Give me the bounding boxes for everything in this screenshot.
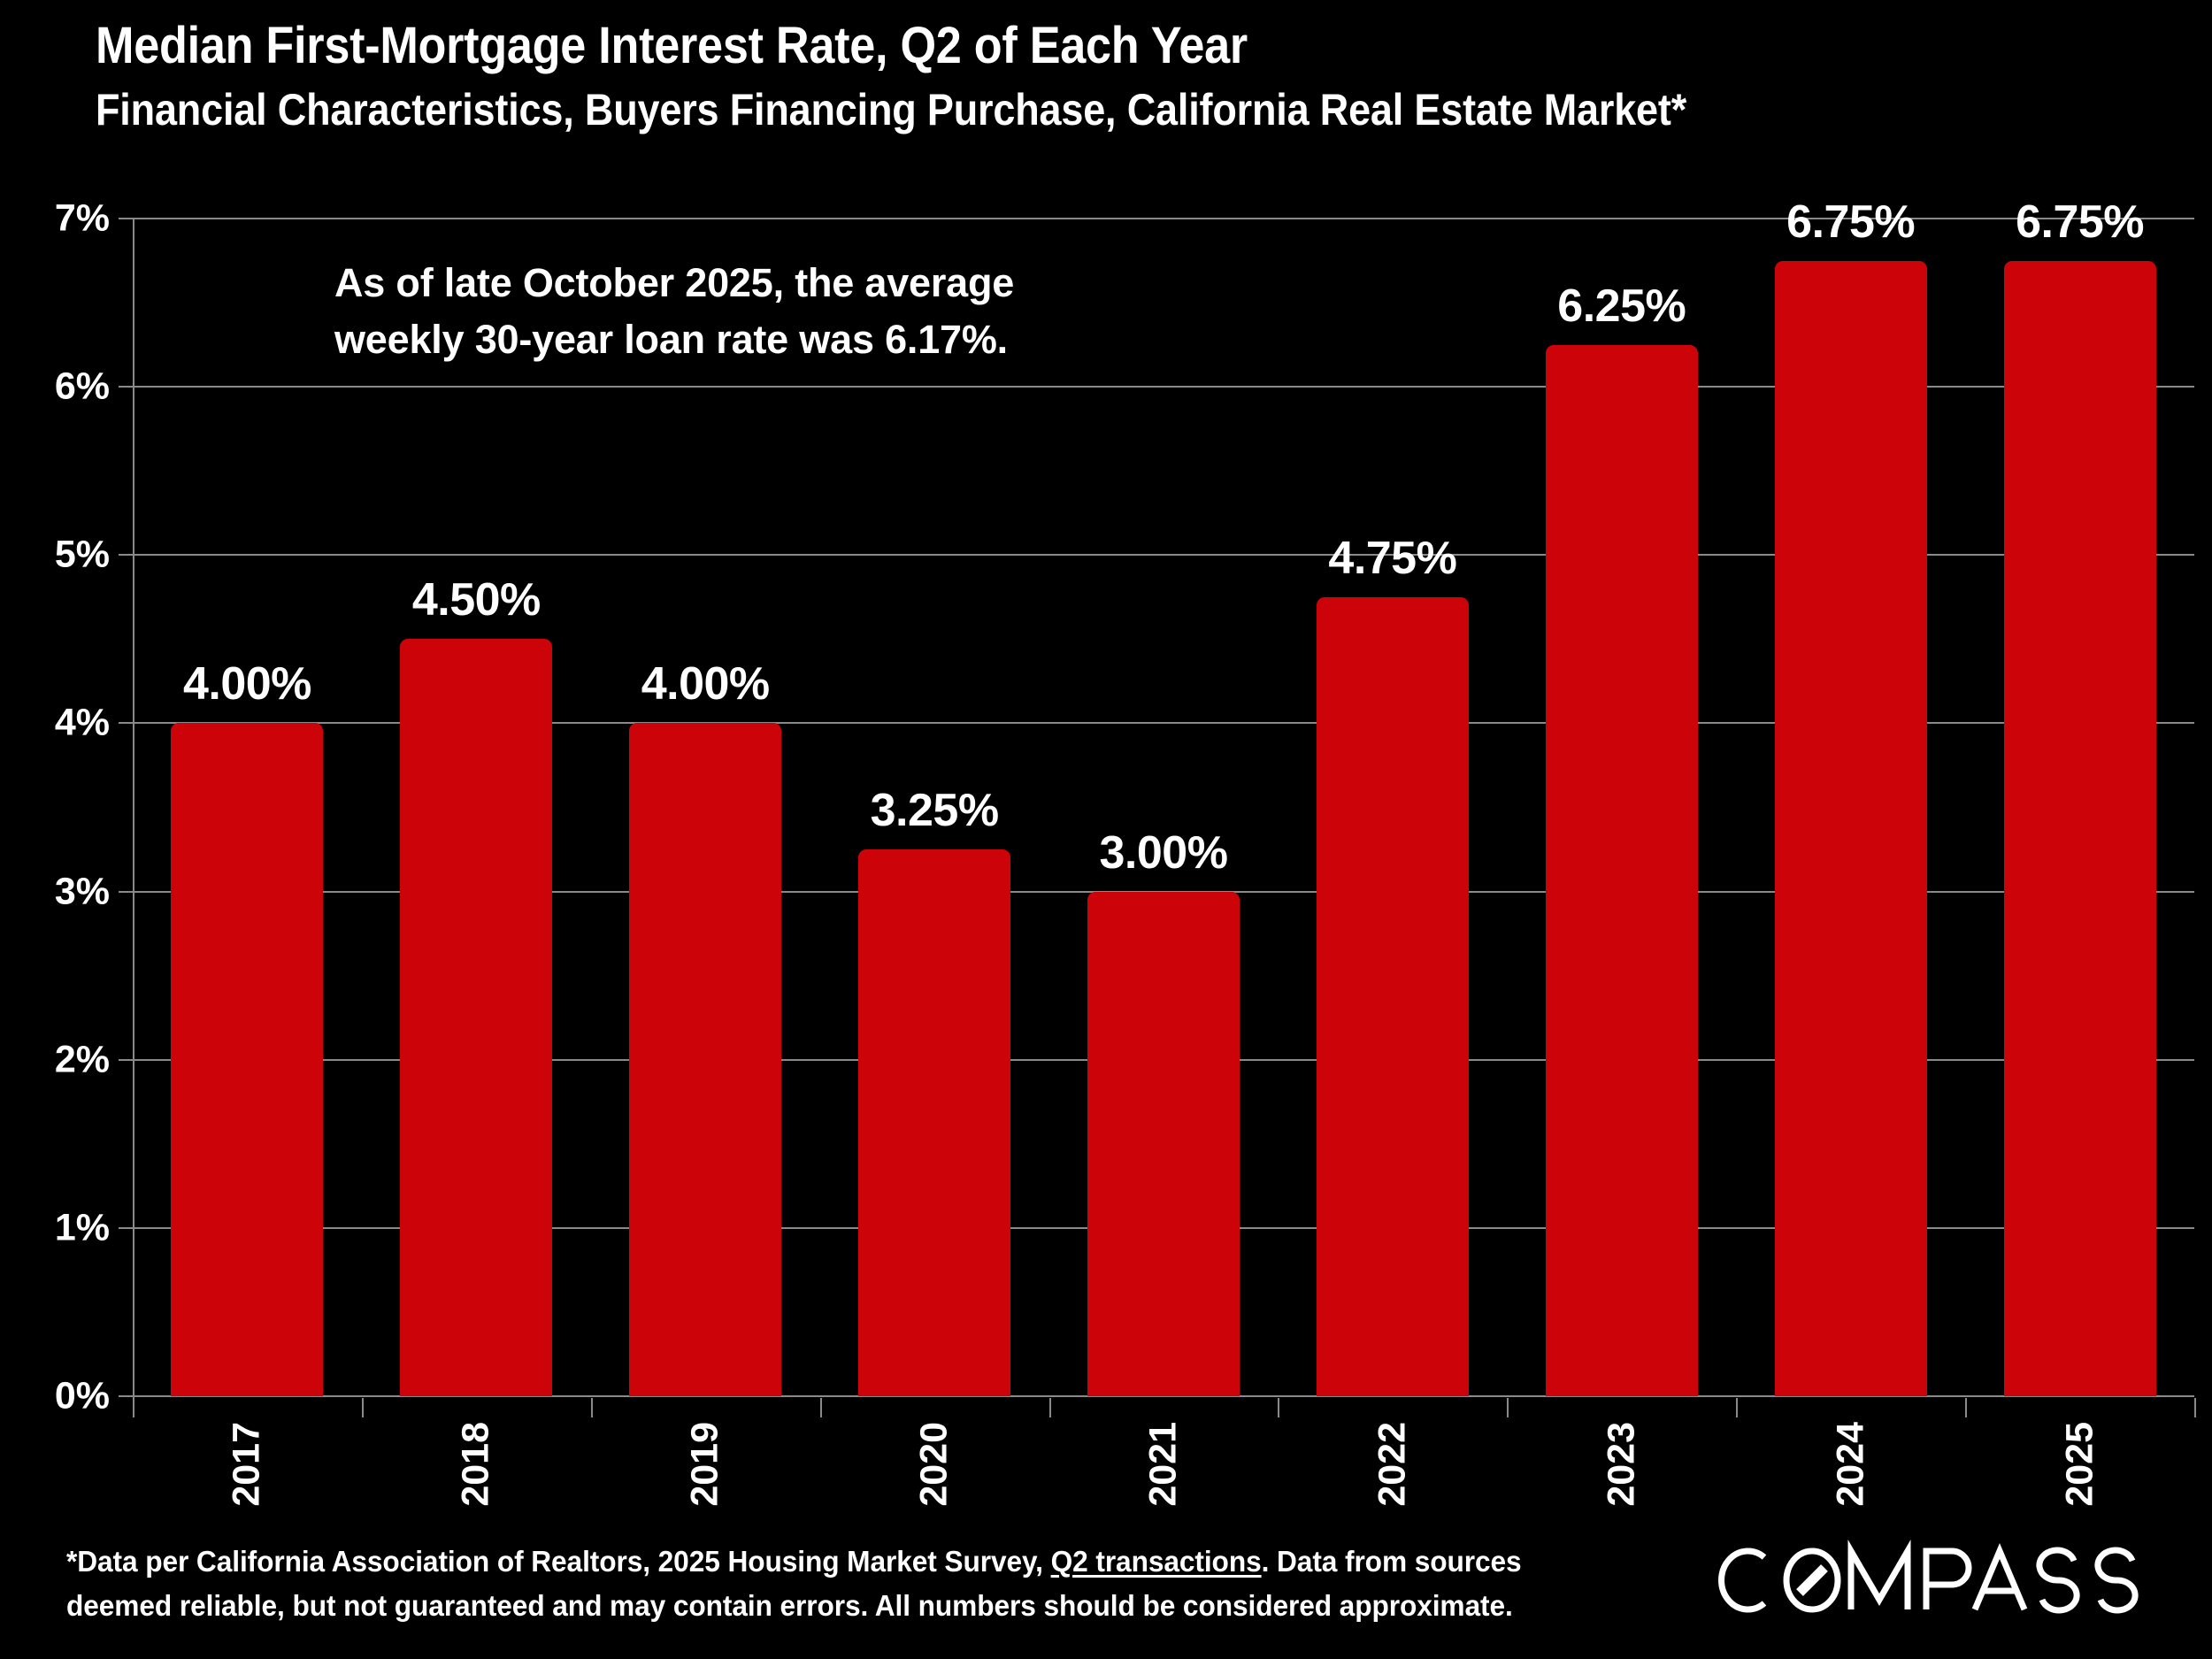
x-axis-tick bbox=[1048, 1398, 1051, 1417]
y-axis-tick bbox=[119, 1395, 133, 1397]
footnote-underlined-term: Q2 transactions bbox=[1050, 1545, 1262, 1578]
bar-value-label: 3.25% bbox=[870, 785, 999, 837]
footnote-line2: deemed reliable, but not guaranteed and … bbox=[66, 1589, 1513, 1623]
y-axis-label: 0% bbox=[54, 1374, 110, 1417]
gridline bbox=[133, 722, 2194, 725]
x-axis-label-text: 2019 bbox=[683, 1422, 726, 1507]
x-axis-tick bbox=[590, 1398, 593, 1417]
y-axis-label: 4% bbox=[54, 701, 110, 744]
y-axis-tick bbox=[119, 386, 133, 388]
y-axis-line bbox=[133, 219, 134, 1398]
chart-annotation: As of late October 2025, the average wee… bbox=[334, 255, 1014, 368]
bar-group: 6.25% bbox=[1507, 219, 1736, 1396]
x-axis-tick bbox=[1736, 1398, 1739, 1417]
gridline bbox=[133, 218, 2194, 219]
bar[interactable] bbox=[858, 849, 1011, 1396]
y-axis-label: 6% bbox=[54, 365, 110, 408]
y-axis-label: 3% bbox=[54, 870, 110, 913]
x-axis-tick bbox=[361, 1398, 364, 1417]
bar-value-label: 4.75% bbox=[1328, 532, 1457, 584]
gridline bbox=[133, 386, 2194, 388]
bar-group: 4.50% bbox=[362, 219, 591, 1396]
x-axis-tick bbox=[1278, 1398, 1280, 1417]
bar[interactable] bbox=[1774, 260, 1927, 1396]
title-block: Median First-Mortgage Interest Rate, Q2 … bbox=[96, 16, 2131, 137]
y-axis-tick bbox=[119, 554, 133, 557]
x-axis-label-text: 2023 bbox=[1600, 1422, 1643, 1507]
bar[interactable] bbox=[1316, 596, 1469, 1396]
gridline bbox=[133, 1395, 2194, 1397]
y-axis-tick bbox=[119, 1226, 133, 1229]
annotation-line-2: weekly 30-year loan rate was 6.17%. bbox=[334, 316, 1008, 362]
x-axis-label-text: 2021 bbox=[1141, 1422, 1185, 1507]
bar-group: 3.00% bbox=[1049, 219, 1279, 1396]
footnote-line1-pre: *Data per California Association of Real… bbox=[66, 1545, 1051, 1578]
x-axis-label-text: 2025 bbox=[2058, 1422, 2101, 1507]
bar-value-label: 4.50% bbox=[411, 574, 541, 626]
page-title: Median First-Mortgage Interest Rate, Q2 … bbox=[96, 17, 1248, 74]
bar-group: 4.00% bbox=[591, 219, 820, 1396]
y-axis-tick bbox=[119, 890, 133, 893]
bar-group: 6.75% bbox=[1965, 196, 2194, 1396]
y-axis-tick bbox=[119, 1058, 133, 1061]
footnote: *Data per California Association of Real… bbox=[66, 1540, 1562, 1628]
x-axis-label-text: 2022 bbox=[1371, 1422, 1414, 1507]
bar-value-label: 6.25% bbox=[1557, 280, 1686, 332]
y-axis-label: 1% bbox=[54, 1206, 110, 1249]
y-axis-label: 5% bbox=[54, 533, 110, 576]
compass-wordmark-icon bbox=[1718, 1540, 2139, 1614]
bar[interactable] bbox=[400, 639, 553, 1396]
x-axis-tick bbox=[1965, 1398, 1968, 1417]
x-axis-label-text: 2020 bbox=[912, 1422, 956, 1507]
x-axis-label-2023: 2023 bbox=[1595, 1422, 1648, 1581]
bar-value-label: 3.00% bbox=[1099, 826, 1228, 879]
x-axis-tick bbox=[133, 1398, 134, 1417]
bar[interactable] bbox=[1087, 891, 1240, 1396]
x-axis-tick bbox=[1507, 1398, 1509, 1417]
plot-area: 0% 1% 2% 3% 4% 5% 6% 7% 4.00% 4.50% 4.00% 3.25% 3.0… bbox=[55, 196, 2196, 1507]
bar-group: 4.75% bbox=[1278, 219, 1507, 1396]
bar-value-label: 4.00% bbox=[641, 658, 770, 710]
bar-group: 4.00% bbox=[133, 219, 362, 1396]
gridline bbox=[133, 890, 2194, 893]
bar-value-label: 6.75% bbox=[2016, 196, 2145, 248]
bar[interactable] bbox=[171, 723, 324, 1396]
x-axis-label-text: 2024 bbox=[1829, 1422, 1872, 1507]
y-axis-label: 2% bbox=[54, 1038, 110, 1081]
chart-subtitle: Financial Characteristics, Buyers Financ… bbox=[96, 85, 1687, 135]
bar-group: 6.75% bbox=[1736, 196, 1965, 1396]
bar-value-label: 4.00% bbox=[182, 658, 311, 710]
bar[interactable] bbox=[1545, 344, 1698, 1396]
y-axis-tick bbox=[119, 722, 133, 725]
compass-logo bbox=[1711, 1538, 2171, 1623]
y-axis-tick bbox=[119, 218, 133, 219]
x-axis-label-text: 2017 bbox=[225, 1422, 268, 1507]
bar[interactable] bbox=[2003, 260, 2156, 1396]
x-axis-tick bbox=[819, 1398, 822, 1417]
bar-value-label: 6.75% bbox=[1786, 196, 1916, 248]
footnote-line1-post: . Data from sources bbox=[1261, 1545, 1522, 1578]
gridline bbox=[133, 554, 2194, 557]
x-axis-label-text: 2018 bbox=[454, 1422, 497, 1507]
bars-layer: 4.00% 4.50% 4.00% 3.25% 3.00% 4.75% 6.25% 6.75%… bbox=[133, 196, 2194, 1396]
bar-group: 3.25% bbox=[820, 219, 1049, 1396]
x-axis-tick bbox=[2194, 1398, 2196, 1417]
bar[interactable] bbox=[629, 723, 782, 1396]
y-axis-label: 7% bbox=[54, 196, 110, 240]
annotation-line-1: As of late October 2025, the average bbox=[334, 260, 1015, 305]
